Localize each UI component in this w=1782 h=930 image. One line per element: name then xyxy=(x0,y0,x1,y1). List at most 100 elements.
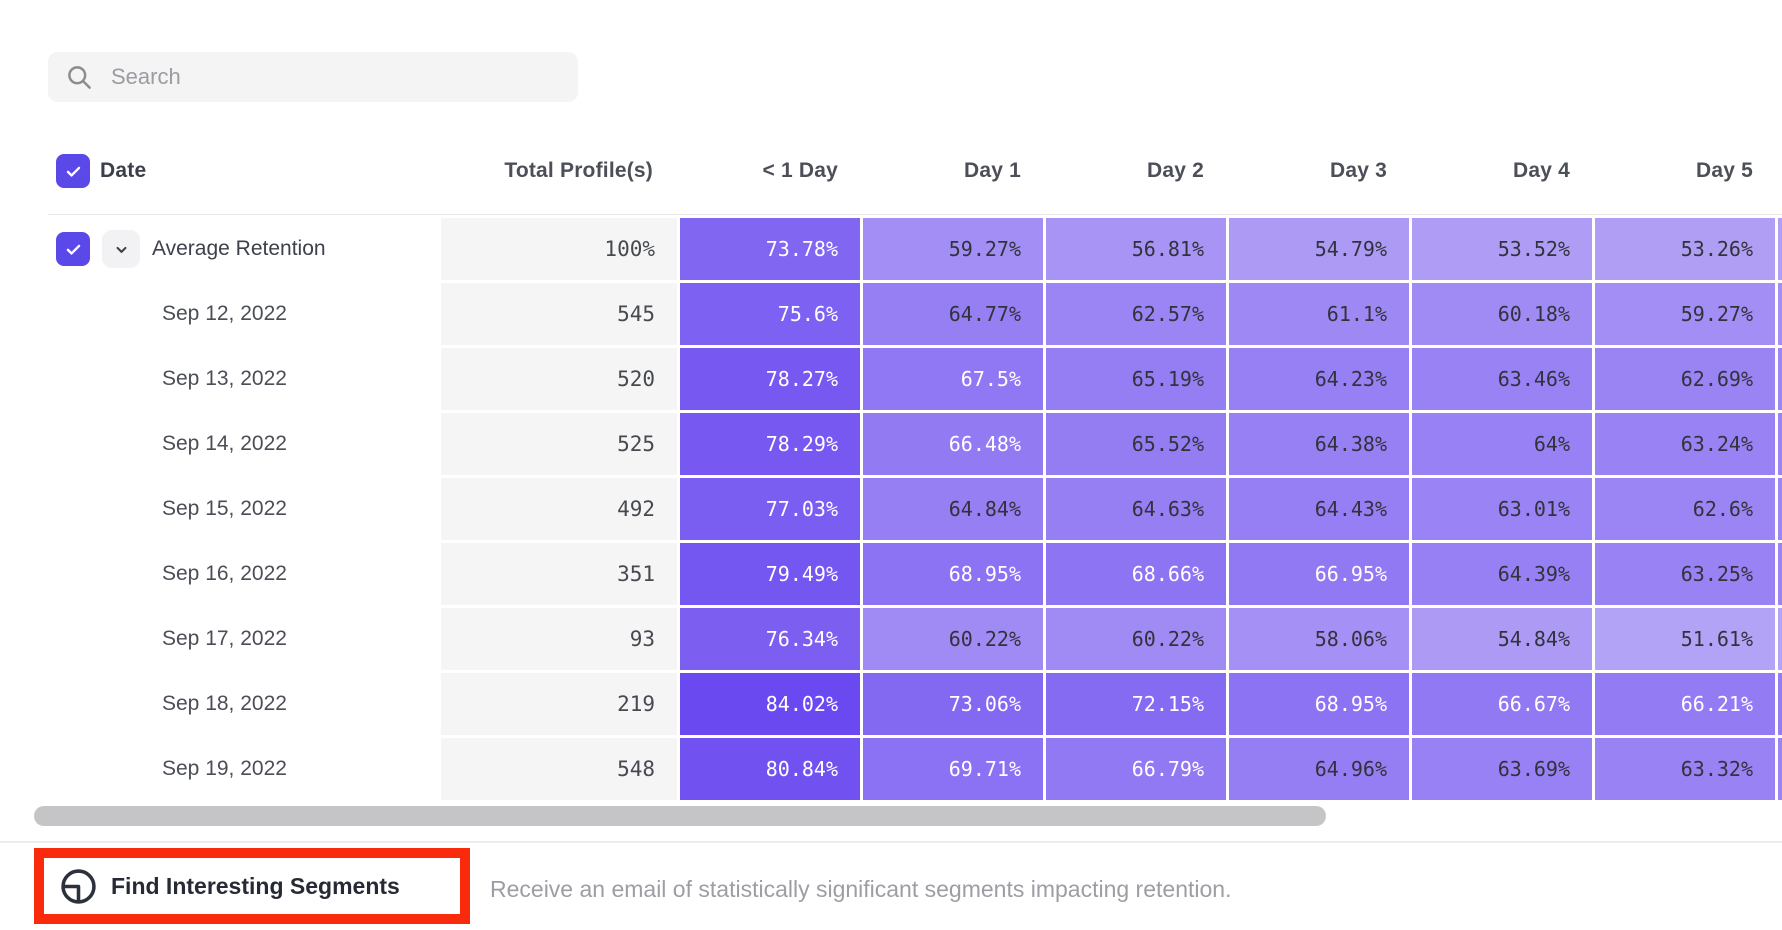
cohort-row: Sep 13, 2022 520 78.27% 67.5% 65.19% 64.23% 63… xyxy=(48,348,1782,410)
retention-value-cell[interactable]: 62.6% xyxy=(1595,478,1775,540)
retention-value-cell[interactable]: 63.46% xyxy=(1412,348,1592,410)
cohort-row: Sep 14, 2022 525 78.29% 66.48% 65.52% 64.38% 6… xyxy=(48,413,1782,475)
retention-value-cell[interactable]: 66.67% xyxy=(1412,673,1592,735)
retention-value-cell[interactable]: 62.69% xyxy=(1595,348,1775,410)
retention-value-cell[interactable]: 60.22% xyxy=(863,608,1043,670)
cohort-row: Sep 18, 2022 219 84.02% 73.06% 72.15% 68.95% 6… xyxy=(48,673,1782,735)
retention-value-cell[interactable]: 53.52% xyxy=(1412,218,1592,280)
expand-collapse-button[interactable] xyxy=(102,230,140,268)
retention-value-cell[interactable]: 73.06% xyxy=(863,673,1043,735)
retention-value-cell[interactable]: 63.01% xyxy=(1412,478,1592,540)
partial-next-column-cell xyxy=(1778,608,1782,670)
find-interesting-segments-button[interactable]: Find Interesting Segments xyxy=(60,868,400,905)
retention-value-cell[interactable]: 64.63% xyxy=(1046,478,1226,540)
retention-value-cell[interactable]: 63.24% xyxy=(1595,413,1775,475)
retention-value-cell[interactable]: 63.69% xyxy=(1412,738,1592,800)
partial-next-column-cell xyxy=(1778,673,1782,735)
retention-value-cell[interactable]: 73.78% xyxy=(680,218,860,280)
search-icon xyxy=(68,65,91,89)
retention-value-cell[interactable]: 63.25% xyxy=(1595,543,1775,605)
total-profiles-cell: 100% xyxy=(441,218,677,280)
column-header-day4: Day 4 xyxy=(1512,159,1570,182)
total-profiles-cell: 548 xyxy=(441,738,677,800)
date-header-cell: Date xyxy=(48,154,438,188)
retention-value-cell[interactable]: 51.61% xyxy=(1595,608,1775,670)
retention-value-cell[interactable]: 64.84% xyxy=(863,478,1043,540)
retention-value-cell[interactable]: 58.06% xyxy=(1229,608,1409,670)
partial-next-column-cell xyxy=(1778,543,1782,605)
search-input[interactable] xyxy=(109,63,560,91)
select-all-checkbox[interactable] xyxy=(56,154,90,188)
retention-value-cell[interactable]: 63.32% xyxy=(1595,738,1775,800)
retention-value-cell[interactable]: 69.71% xyxy=(863,738,1043,800)
checkmark-icon xyxy=(66,244,80,255)
retention-value-cell[interactable]: 64.38% xyxy=(1229,413,1409,475)
retention-value-cell[interactable]: 60.22% xyxy=(1046,608,1226,670)
retention-value-cell[interactable]: 65.19% xyxy=(1046,348,1226,410)
horizontal-scrollbar[interactable] xyxy=(0,806,1782,826)
retention-value-cell[interactable]: 56.81% xyxy=(1046,218,1226,280)
total-profiles-cell: 520 xyxy=(441,348,677,410)
retention-value-cell[interactable]: 84.02% xyxy=(680,673,860,735)
retention-value-cell[interactable]: 68.66% xyxy=(1046,543,1226,605)
retention-value-cell[interactable]: 78.27% xyxy=(680,348,860,410)
footer-description: Receive an email of statistically signif… xyxy=(490,876,1232,902)
retention-value-cell[interactable]: 77.03% xyxy=(680,478,860,540)
retention-value-cell[interactable]: 79.49% xyxy=(680,543,860,605)
total-profiles-cell: 93 xyxy=(441,608,677,670)
retention-value-cell[interactable]: 66.79% xyxy=(1046,738,1226,800)
retention-value-cell[interactable]: 66.21% xyxy=(1595,673,1775,735)
retention-value-cell[interactable]: 64.43% xyxy=(1229,478,1409,540)
retention-value-cell[interactable]: 64.96% xyxy=(1229,738,1409,800)
retention-value-cell[interactable]: 66.95% xyxy=(1229,543,1409,605)
retention-value-cell[interactable]: 66.48% xyxy=(863,413,1043,475)
cohort-row: Sep 12, 2022 545 75.6% 64.77% 62.57% 61.1% 60.… xyxy=(48,283,1782,345)
row-label-cell: Sep 16, 2022 xyxy=(48,543,438,605)
retention-value-cell[interactable]: 64.77% xyxy=(863,283,1043,345)
retention-value-cell[interactable]: 68.95% xyxy=(863,543,1043,605)
retention-value-cell[interactable]: 75.6% xyxy=(680,283,860,345)
retention-value-cell[interactable]: 62.57% xyxy=(1046,283,1226,345)
retention-value-cell[interactable]: 64% xyxy=(1412,413,1592,475)
retention-value-cell[interactable]: 80.84% xyxy=(680,738,860,800)
column-header-date: Date xyxy=(100,159,147,182)
retention-value-cell[interactable]: 59.27% xyxy=(863,218,1043,280)
retention-value-cell[interactable]: 65.52% xyxy=(1046,413,1226,475)
partial-next-column-cell xyxy=(1778,218,1782,280)
total-profiles-cell: 545 xyxy=(441,283,677,345)
row-label: Sep 17, 2022 xyxy=(162,627,287,650)
segment-icon xyxy=(61,868,96,904)
row-label-cell: Sep 14, 2022 xyxy=(48,413,438,475)
column-header-day5: Day 5 xyxy=(1695,159,1753,182)
retention-value-cell[interactable]: 76.34% xyxy=(680,608,860,670)
search-bar[interactable] xyxy=(48,52,578,102)
row-checkbox[interactable] xyxy=(56,232,90,266)
retention-value-cell[interactable]: 54.84% xyxy=(1412,608,1592,670)
cohort-row: Sep 16, 2022 351 79.49% 68.95% 68.66% 66.95% 6… xyxy=(48,543,1782,605)
retention-value-cell[interactable]: 64.23% xyxy=(1229,348,1409,410)
column-header-day3: Day 3 xyxy=(1329,159,1387,182)
retention-value-cell[interactable]: 60.18% xyxy=(1412,283,1592,345)
retention-value-cell[interactable]: 64.39% xyxy=(1412,543,1592,605)
column-header-lt1day: < 1 Day xyxy=(762,159,838,182)
total-profiles-cell: 492 xyxy=(441,478,677,540)
retention-value-cell[interactable]: 67.5% xyxy=(863,348,1043,410)
retention-value-cell[interactable]: 53.26% xyxy=(1595,218,1775,280)
table-body: Average Retention 100% 73.78% 59.27% 56.81% 5… xyxy=(48,214,1782,800)
retention-value-cell[interactable]: 72.15% xyxy=(1046,673,1226,735)
row-label: Sep 12, 2022 xyxy=(162,302,287,325)
row-label: Sep 18, 2022 xyxy=(162,692,287,715)
retention-value-cell[interactable]: 54.79% xyxy=(1229,218,1409,280)
scrollbar-thumb[interactable] xyxy=(34,806,1326,826)
column-header-total-profiles: Total Profile(s) xyxy=(504,159,653,182)
retention-value-cell[interactable]: 59.27% xyxy=(1595,283,1775,345)
retention-value-cell[interactable]: 61.1% xyxy=(1229,283,1409,345)
retention-value-cell[interactable]: 78.29% xyxy=(680,413,860,475)
row-label-cell: Sep 19, 2022 xyxy=(48,738,438,800)
partial-next-column-cell xyxy=(1778,348,1782,410)
cohort-row: Sep 15, 2022 492 77.03% 64.84% 64.63% 64.43% 6… xyxy=(48,478,1782,540)
row-label-cell: Sep 12, 2022 xyxy=(48,283,438,345)
retention-value-cell[interactable]: 68.95% xyxy=(1229,673,1409,735)
partial-next-column-cell xyxy=(1778,478,1782,540)
column-header-day1: Day 1 xyxy=(963,159,1021,182)
